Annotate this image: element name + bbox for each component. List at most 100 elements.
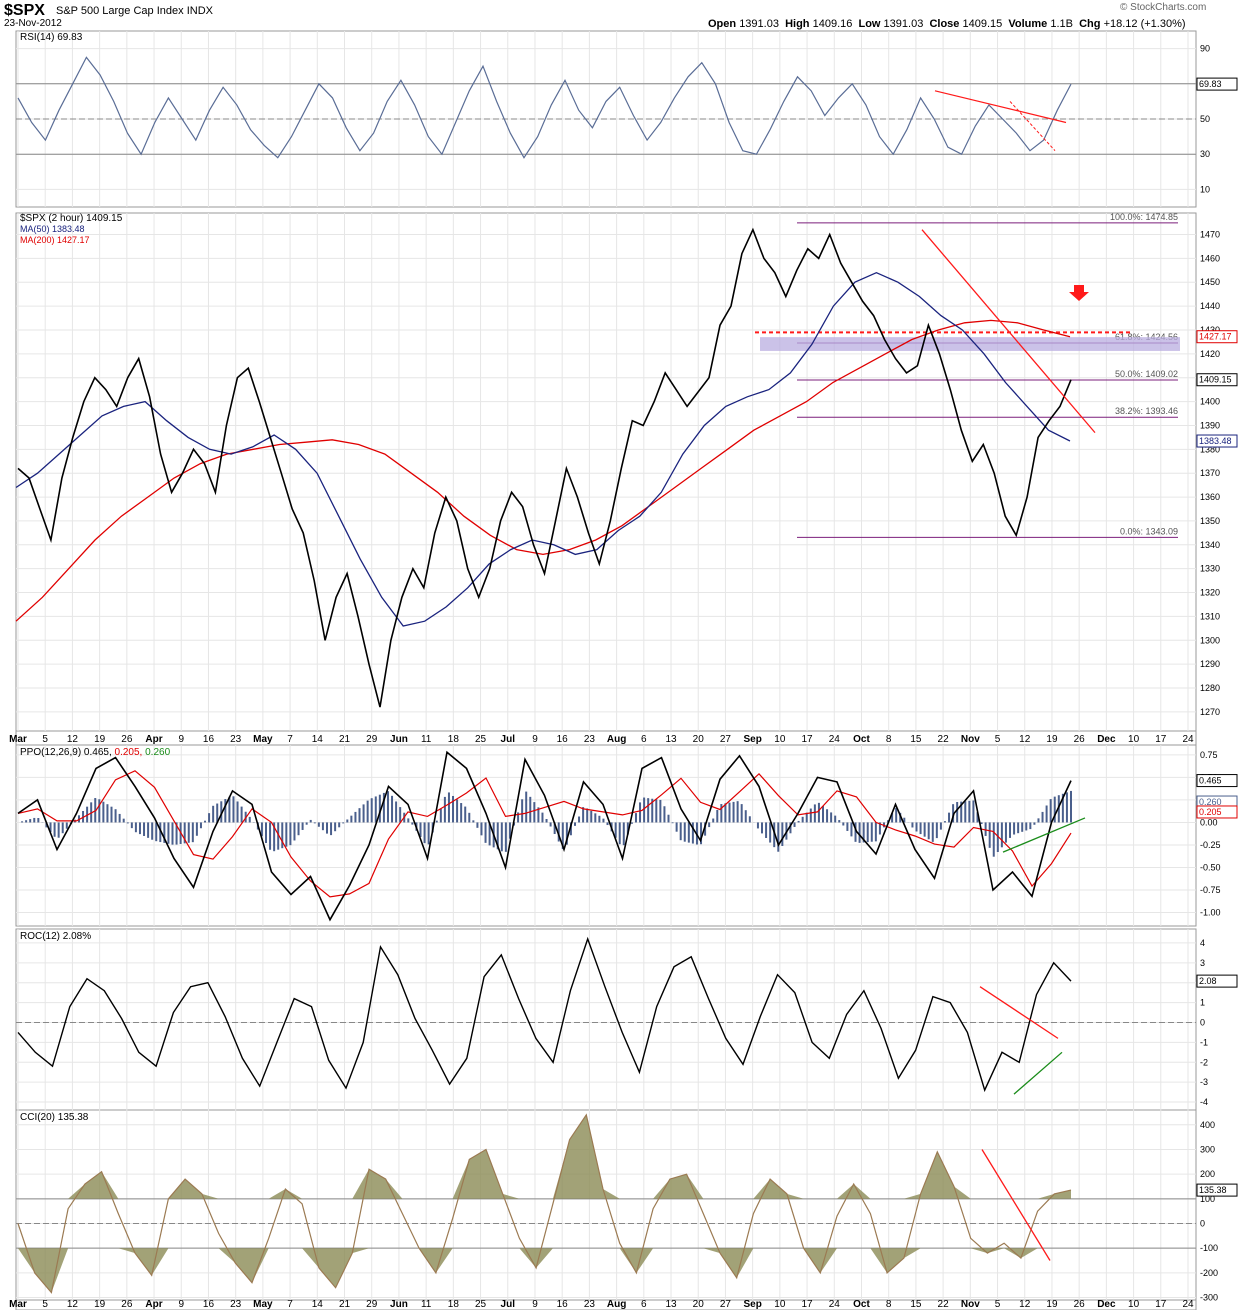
x-tick-label: 14: [312, 734, 324, 745]
roc-red-trendline: [979, 986, 1059, 1039]
price-y-tick-label: 1290: [1200, 659, 1220, 669]
x-tick-label: 27: [720, 734, 732, 745]
x-tick-label-bottom: 16: [557, 1299, 569, 1310]
roc-y-tick-label: -3: [1200, 1077, 1208, 1087]
roc-y-tick-label: 4: [1200, 938, 1205, 948]
x-tick-label-bottom: 24: [1182, 1299, 1194, 1310]
x-tick-label-bottom: 9: [532, 1299, 538, 1310]
price-y-tick-label: 1280: [1200, 683, 1220, 693]
ppo-last-tag-text: 0.465: [1199, 776, 1222, 786]
rsi-y-tick-label: 10: [1200, 184, 1210, 194]
x-tick-label: 20: [693, 734, 705, 745]
x-tick-label-bottom: 23: [584, 1299, 596, 1310]
x-tick-label: Jun: [390, 734, 408, 745]
x-tick-label: Oct: [853, 734, 870, 745]
ppo-last-tag: [1196, 774, 1238, 788]
roc-y-tick-label: 1: [1200, 998, 1205, 1008]
x-tick-label-bottom: 27: [720, 1299, 732, 1310]
roc-y-tick-label: 3: [1200, 958, 1205, 968]
price-y-tick-label: 1430: [1200, 325, 1220, 335]
x-tick-label: 16: [557, 734, 569, 745]
price-y-tick-label: 1370: [1200, 468, 1220, 478]
chg-label: Chg: [1079, 18, 1101, 30]
ma200-last-tag: [1196, 330, 1238, 344]
x-tick-label: Jul: [501, 734, 516, 745]
ppo-signal-last-tag-text: 0.205: [1199, 807, 1222, 817]
rsi-last-tag-text: 69.83: [1199, 79, 1222, 89]
price-y-tick-label: 1450: [1200, 277, 1220, 287]
x-tick-label: 19: [94, 734, 106, 745]
ppo-panel-frame: [15, 744, 1197, 927]
x-tick-label: 23: [584, 734, 596, 745]
x-tick-label-bottom: 9: [178, 1299, 184, 1310]
roc-green-trendline: [1013, 1051, 1063, 1095]
brand-label: © StockCharts.com: [1120, 2, 1207, 13]
ppo-y-tick-label: -0.75: [1200, 885, 1221, 895]
ppo-green-trendline: [1002, 817, 1086, 853]
x-tick-label-bottom: 22: [938, 1299, 950, 1310]
roc-y-tick-label: -4: [1200, 1097, 1208, 1107]
price-y-tick-label: 1270: [1200, 707, 1220, 717]
x-tick-label-bottom: 20: [693, 1299, 705, 1310]
cci-y-tick-label: -200: [1200, 1268, 1218, 1278]
cci-y-tick-label: 200: [1200, 1169, 1215, 1179]
index-name: S&P 500 Large Cap Index INDX: [56, 5, 213, 17]
exchange: INDX: [186, 5, 213, 17]
open-value: 1391.03: [739, 18, 779, 30]
x-tick-label: Sep: [743, 734, 761, 745]
x-tick-label-bottom: May: [253, 1299, 273, 1310]
high-label: High: [785, 18, 810, 30]
x-tick-label-bottom: Dec: [1097, 1299, 1116, 1310]
symbol: $SPX: [4, 2, 45, 19]
x-tick-label: 10: [774, 734, 786, 745]
fib-level-label: 61.8%: 1424.56: [1115, 332, 1178, 342]
price-y-tick-label: 1360: [1200, 492, 1220, 502]
price-y-tick-label: 1330: [1200, 564, 1220, 574]
x-tick-label: Dec: [1097, 734, 1116, 745]
x-tick-label: 7: [287, 734, 293, 745]
roc-panel-frame: [15, 928, 1197, 1111]
price-last-tag: [1196, 373, 1238, 387]
price-line: [17, 227, 1072, 708]
roc-y-tick-label: 0: [1200, 1017, 1205, 1027]
x-tick-label: 17: [1155, 734, 1167, 745]
ppo-hist-last-tag-text: 0.260: [1199, 797, 1222, 807]
ppo-y-tick-label: 0.00: [1200, 817, 1218, 827]
x-tick-label-bottom: 13: [665, 1299, 677, 1310]
x-tick-label-bottom: Nov: [961, 1299, 980, 1310]
x-tick-label: 29: [366, 734, 378, 745]
price-panel-frame: [15, 212, 1197, 732]
price-downtrend-line: [921, 229, 1096, 434]
rsi-last-tag: [1196, 77, 1238, 91]
rsi-y-tick-label: 30: [1200, 149, 1210, 159]
x-tick-label: 26: [1074, 734, 1086, 745]
rsi-y-tick-label: 90: [1200, 44, 1210, 54]
x-tick-label-bottom: 11: [421, 1299, 432, 1310]
low-value: 1391.03: [883, 18, 924, 30]
x-tick-label: 15: [910, 734, 922, 745]
open-label: Open: [708, 18, 737, 30]
x-tick-label: Nov: [961, 734, 980, 745]
price-y-tick-label: 1310: [1200, 611, 1220, 621]
cci-last-tag: [1196, 1183, 1238, 1197]
cci-panel-frame: [15, 1109, 1197, 1301]
ma200-last-tag-text: 1427.17: [1199, 332, 1232, 342]
price-y-tick-label: 1470: [1200, 229, 1220, 239]
ppo-legend: PPO(12,26,9) 0.465, 0.205, 0.260: [20, 747, 171, 758]
x-tick-label: 9: [178, 734, 184, 745]
ma50-legend: MA(50) 1383.48: [20, 224, 85, 234]
x-tick-label: 5: [42, 734, 48, 745]
roc-y-tick-label: -1: [1200, 1037, 1208, 1047]
x-tick-label-bottom: 6: [641, 1299, 647, 1310]
roc-line: [17, 936, 1072, 1093]
cci-last-tag-text: 135.38: [1199, 1185, 1227, 1195]
x-tick-label-bottom: 7: [287, 1299, 293, 1310]
price-y-tick-label: 1350: [1200, 516, 1220, 526]
price-y-tick-label: 1320: [1200, 588, 1220, 598]
x-tick-label: 24: [1182, 734, 1194, 745]
ppo-legend-signal: 0.205,: [115, 747, 146, 758]
high-value: 1409.16: [812, 18, 853, 30]
x-tick-label-bottom: 23: [230, 1299, 242, 1310]
fib-level-label: 0.0%: 1343.09: [1120, 526, 1178, 536]
